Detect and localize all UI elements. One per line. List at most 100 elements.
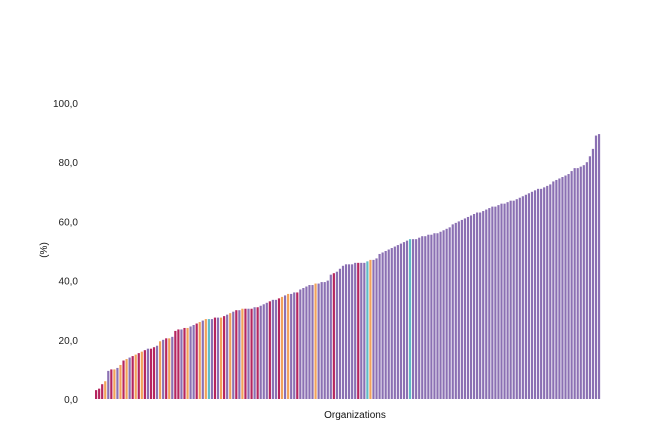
bar: [363, 262, 366, 399]
bar: [171, 336, 174, 399]
bar: [229, 313, 232, 399]
bar: [283, 295, 287, 399]
y-axis: 0,0 20,0 40,0 60,0 80,0 100,0: [53, 99, 78, 406]
bar: [287, 293, 290, 399]
bar: [351, 264, 354, 399]
bar: [375, 258, 378, 399]
bar: [98, 388, 101, 399]
bar: [536, 188, 540, 399]
bar: [113, 369, 116, 399]
bar: [344, 264, 348, 399]
bar: [305, 286, 308, 399]
bar: [280, 296, 284, 399]
bar: [412, 239, 415, 399]
bar: [128, 357, 131, 399]
bar: [421, 236, 424, 399]
bar: [125, 359, 128, 399]
bar: [579, 166, 582, 399]
bar: [360, 262, 363, 399]
bar: [159, 341, 162, 399]
bar: [402, 242, 406, 399]
bar: [165, 338, 168, 399]
y-axis-title: (%): [39, 242, 50, 258]
bar: [472, 214, 476, 399]
bar: [265, 302, 268, 399]
y-tick-label: 40,0: [59, 277, 79, 288]
bar: [424, 236, 427, 399]
bar: [451, 224, 454, 399]
bar: [494, 206, 497, 399]
bar: [381, 252, 384, 399]
bar: [454, 222, 457, 399]
bar: [335, 271, 338, 399]
bar: [296, 292, 299, 399]
bar: [500, 203, 503, 399]
bar: [524, 194, 527, 399]
bar: [533, 190, 537, 399]
bar: [427, 234, 430, 399]
bar: [527, 193, 531, 399]
bar: [366, 261, 369, 399]
bar: [177, 329, 180, 399]
bar: [573, 168, 576, 399]
bar: [195, 323, 198, 399]
bar: [445, 228, 448, 399]
bar: [122, 360, 125, 399]
bar: [155, 345, 159, 399]
bar: [348, 264, 351, 399]
bar: [232, 311, 235, 399]
bar: [457, 221, 460, 399]
bar: [549, 184, 552, 399]
bar: [588, 156, 591, 399]
bar: [561, 177, 564, 399]
bar: [497, 205, 500, 399]
bar: [207, 319, 210, 399]
bar: [174, 330, 177, 399]
bar: [189, 326, 192, 399]
bar: [530, 191, 534, 399]
bar: [137, 353, 140, 399]
bar: [448, 227, 451, 399]
bar: [543, 187, 546, 399]
bar: [320, 282, 323, 399]
bar: [570, 171, 573, 399]
bar: [506, 202, 509, 399]
bar: [567, 174, 570, 399]
y-tick-label: 80,0: [59, 158, 79, 169]
bar: [555, 179, 558, 399]
bar: [146, 348, 150, 399]
bar: [274, 299, 278, 399]
bar: [293, 292, 296, 399]
bar: [466, 216, 470, 399]
bar: [277, 298, 281, 399]
bar: [235, 310, 238, 399]
bar: [418, 237, 421, 399]
bar: [311, 285, 314, 399]
bar: [198, 322, 201, 399]
bar: [268, 301, 271, 399]
bar: [594, 135, 598, 399]
bar: [226, 314, 229, 399]
bar: [521, 196, 524, 399]
bar: [271, 299, 274, 399]
bar: [134, 354, 137, 399]
bar: [597, 134, 601, 399]
bar: [518, 197, 521, 399]
bars: [95, 134, 601, 399]
bar: [564, 175, 567, 399]
bar: [436, 233, 439, 399]
bar: [308, 285, 311, 399]
bar: [259, 305, 262, 399]
bar: [238, 310, 241, 399]
bar: [262, 304, 265, 399]
bar: [591, 148, 595, 399]
bar: [323, 282, 326, 399]
bar: [116, 367, 119, 399]
bar: [143, 350, 146, 399]
bar: [357, 262, 360, 399]
bar: [396, 245, 399, 399]
bar: [223, 316, 226, 399]
bar: [253, 307, 256, 399]
bar: [104, 381, 107, 399]
y-tick-label: 60,0: [59, 217, 79, 228]
